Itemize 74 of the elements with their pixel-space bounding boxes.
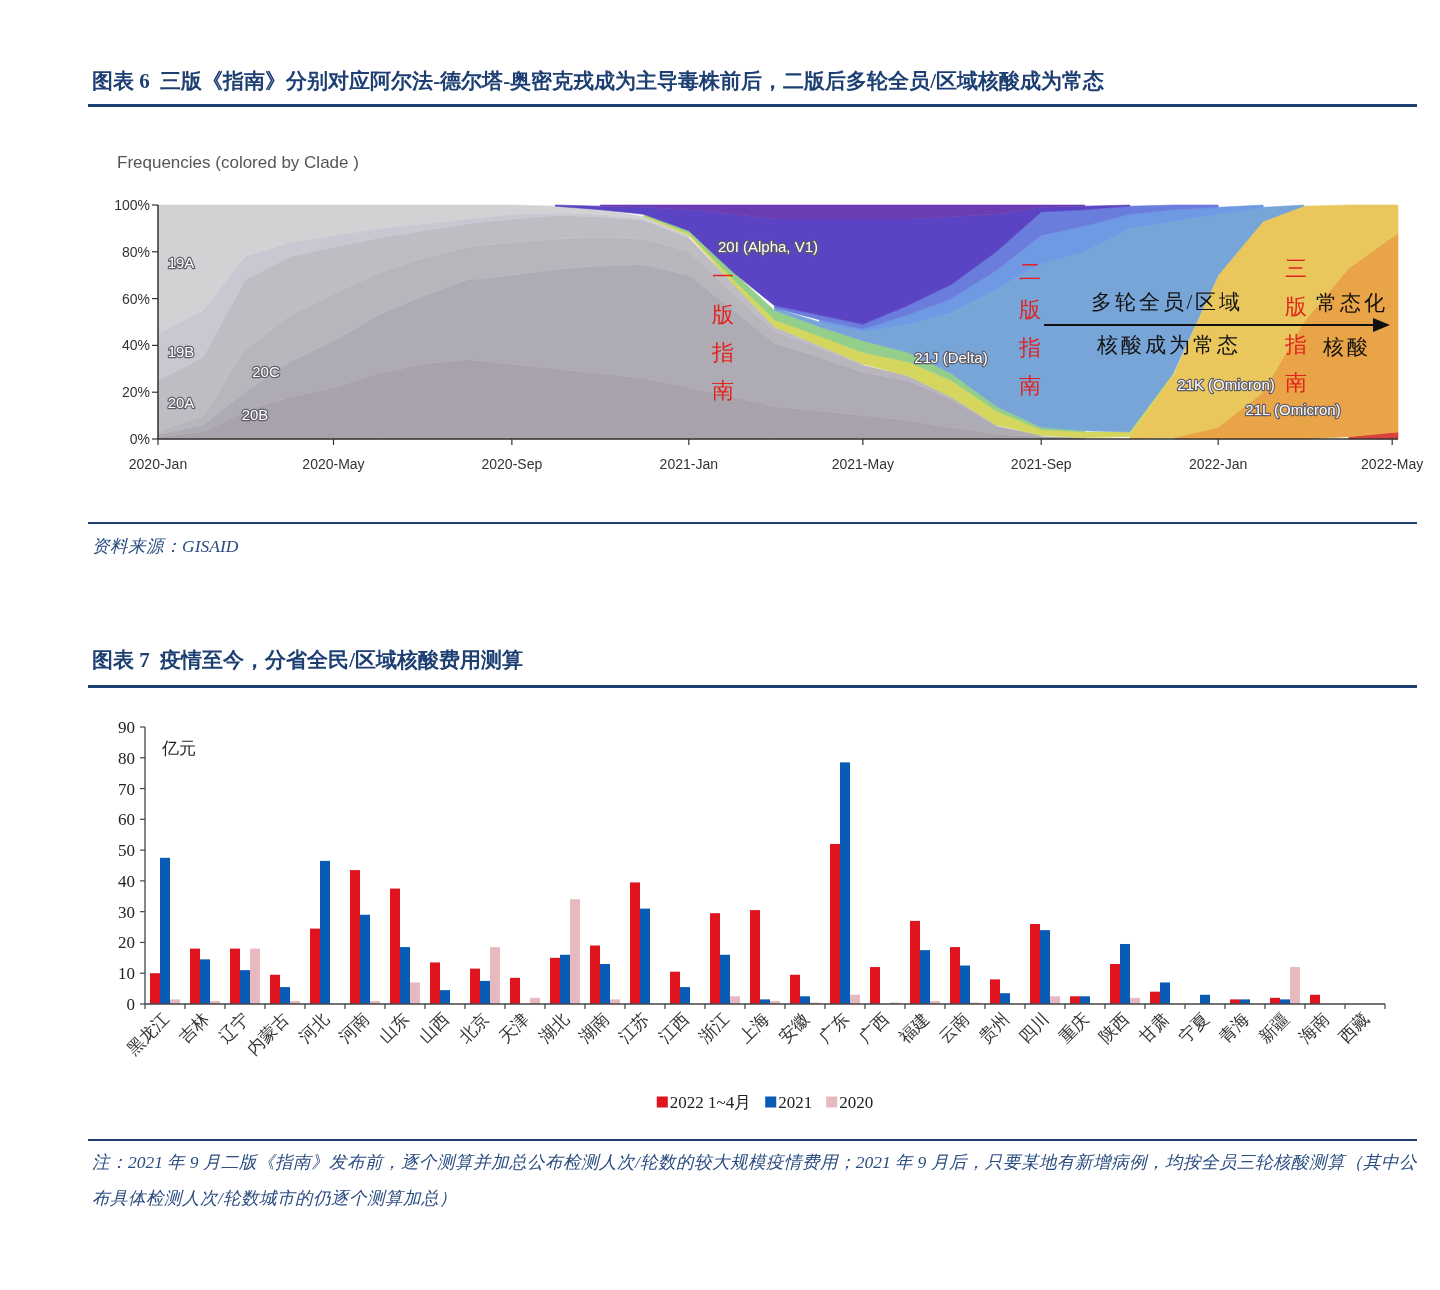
x-tick-label: 安徽 [775,1009,813,1047]
annotation: 核酸 [1322,335,1371,359]
y-tick-label: 10 [118,964,135,984]
x-tick-label: 2021-Jan [659,456,718,472]
annotation: 三版指南 [1284,256,1307,395]
x-tick-label: 河北 [295,1009,333,1047]
y-tick-label: 70 [118,779,135,799]
series-label: 21K (Omicron) [1177,376,1275,393]
x-tick-label: 陕西 [1095,1009,1133,1047]
x-tick-label: 贵州 [975,1009,1013,1047]
x-tick-label: 云南 [935,1009,973,1047]
y-tick-label: 40% [121,337,150,354]
series-label: 20A [167,394,195,411]
y-tick-label: 40 [118,871,135,891]
x-tick-label: 新疆 [1255,1009,1293,1047]
x-tick-label: 西藏 [1335,1009,1373,1047]
x-tick-label: 青海 [1215,1009,1253,1047]
series-label: 20I (Alpha, V1) [717,238,819,255]
x-tick-label: 福建 [895,1009,933,1047]
x-tick-label: 2021-Sep [1010,456,1072,472]
x-tick-label: 2020-Jan [128,456,188,472]
text: 资料来源：GISAID [92,535,240,558]
x-tick-label: 2020-Sep [481,456,543,472]
x-tick-label: 湖北 [535,1009,573,1047]
x-tick-label: 宁夏 [1175,1009,1213,1047]
x-tick-label: 天津 [495,1009,533,1047]
y-tick-label: 80 [118,748,135,768]
x-tick-label: 江西 [655,1009,693,1047]
x-tick-label: 广西 [855,1009,893,1047]
x-tick-label: 上海 [735,1009,773,1047]
y-tick-label: 20 [118,933,135,953]
x-tick-label: 河南 [335,1009,373,1047]
x-tick-label: 甘肃 [1135,1009,1173,1047]
x-tick-label: 北京 [455,1009,493,1047]
x-tick-label: 浙江 [695,1009,733,1047]
x-tick-label: 2022-Jan [1188,456,1248,472]
series-label: 20C [252,363,280,380]
y-tick-label: 90 [118,718,135,737]
x-tick-label: 2020-May [302,456,365,472]
annotation: 常态化 [1316,291,1388,315]
series-label: 19A [167,254,195,271]
x-tick-label: 重庆 [1055,1009,1093,1047]
y-tick-label: 100% [114,197,150,213]
series-label: 21J (Delta) [914,349,988,366]
chart-title: 图表 6 三版《指南》分别对应阿尔法-德尔塔-奥密克戎成为主导毒株前后，二版后多轮全员/区域核酸成为常态 [92,69,1105,93]
chart-title: 图表 7 疫情至今，分省全民/区域核酸费用测算 [92,648,524,672]
y-tick-label: 30 [118,902,135,922]
series-label: 19B [167,343,195,360]
legend-label: 2021 [778,1093,813,1112]
x-tick-label: 四川 [1015,1009,1053,1047]
x-tick-label: 海南 [1295,1009,1333,1047]
series-label: 21L (Omicron) [1245,401,1341,418]
y-tick-label: 0% [129,431,150,447]
x-tick-label: 山东 [375,1009,413,1047]
annotation: 二版指南 [1018,259,1041,398]
y-axis-title: 亿元 [161,739,196,758]
y-tick-label: 60% [121,290,150,307]
x-tick-label: 2022-May [1361,456,1424,472]
y-tick-label: 50 [118,841,135,861]
x-tick-label: 吉林 [175,1009,213,1047]
y-tick-label: 20% [121,384,150,401]
x-tick-label: 2021-May [831,456,894,472]
y-tick-label: 60 [118,810,135,830]
y-tick-label: 80% [121,243,150,260]
legend-label: 2020 [839,1093,874,1112]
annotation: 核酸成为常态 [1096,333,1241,357]
x-tick-label: 山西 [415,1009,453,1047]
text: 注：2021 年 9 月二版《指南》发布前，逐个测算并加总公布检测人次/轮数的较大规模疫情费用；2021 年 9 月后，只要某地有新增病例，均按全员三轮核酸测算（其中公布具体检测人次/轮数城市的仍逐个测算加总） [92,1151,1417,1210]
series-label: 20B [241,406,269,423]
chart-subtitle: Frequencies (colored by Clade ) [117,153,359,172]
x-tick-label: 湖南 [575,1009,613,1047]
x-tick-label: 江苏 [615,1009,653,1047]
x-tick-label: 广东 [815,1009,853,1047]
legend-label: 2022 1~4月 [669,1093,752,1112]
